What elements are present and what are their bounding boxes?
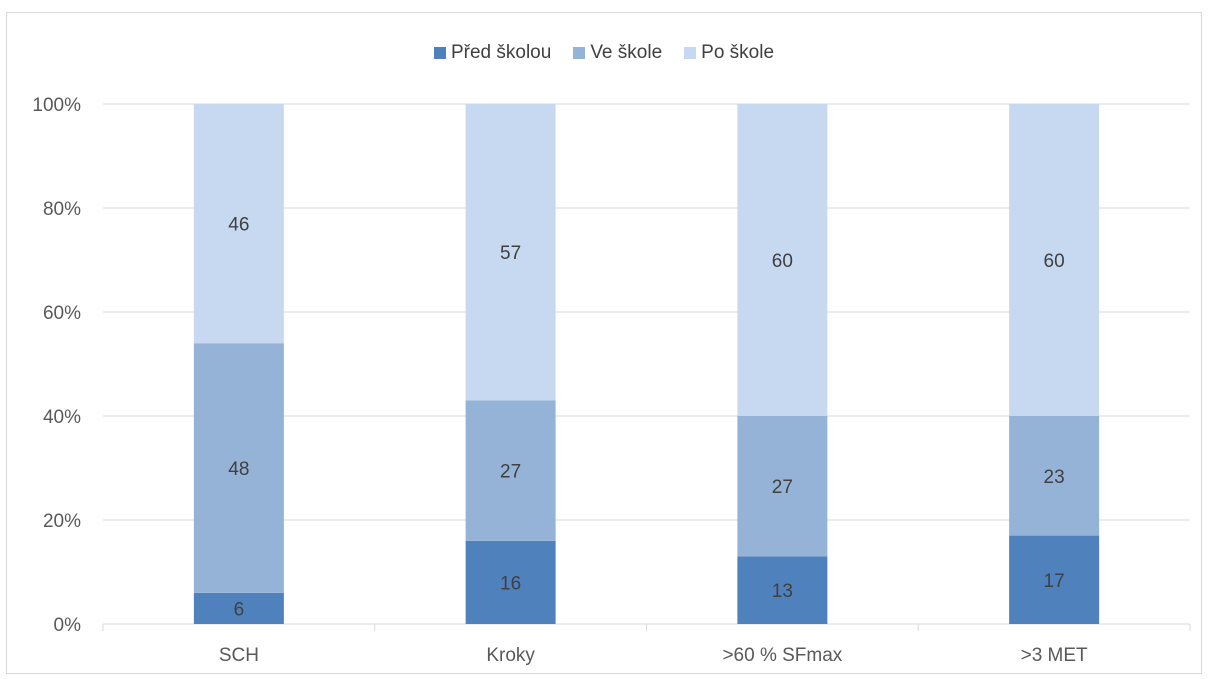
legend-swatch bbox=[573, 47, 586, 59]
data-label: 23 bbox=[1044, 467, 1065, 488]
data-label: 13 bbox=[772, 581, 793, 602]
data-label: 60 bbox=[772, 251, 793, 272]
data-label: 60 bbox=[1044, 251, 1065, 272]
x-tick-label: >60 % SFmax bbox=[722, 645, 842, 666]
bar-segment bbox=[737, 104, 828, 416]
legend-label: Ve škole bbox=[590, 42, 663, 63]
data-label: 27 bbox=[772, 477, 793, 498]
legend-item-po-skole: Po škole bbox=[684, 42, 774, 64]
legend-item-pred-skolou: Před školou bbox=[433, 42, 552, 64]
legend-item-ve-skole: Ve škole bbox=[573, 42, 662, 64]
bar-segment bbox=[465, 400, 556, 541]
data-label: 57 bbox=[500, 243, 521, 264]
y-tick-label: 60% bbox=[43, 303, 81, 324]
x-tick-label: SCH bbox=[219, 645, 259, 666]
bar-segment bbox=[193, 592, 284, 624]
bar-segment bbox=[737, 556, 828, 624]
bar-segment bbox=[193, 343, 284, 593]
bar-segment bbox=[465, 540, 556, 624]
legend-swatch bbox=[433, 47, 446, 59]
y-tick-label: 40% bbox=[43, 407, 81, 428]
legend: Před školou Ve škole Po škole bbox=[0, 42, 1208, 64]
bar-segment bbox=[465, 104, 556, 401]
bar-segment bbox=[1009, 416, 1100, 536]
y-tick-label: 20% bbox=[43, 511, 81, 532]
legend-label: Před školou bbox=[450, 42, 552, 63]
bar-segment bbox=[737, 416, 828, 557]
data-label: 48 bbox=[228, 459, 249, 480]
bar-segment bbox=[1009, 104, 1100, 416]
y-tick-label: 0% bbox=[54, 615, 82, 636]
data-label: 17 bbox=[1044, 571, 1065, 592]
legend-swatch bbox=[684, 47, 697, 59]
data-label: 46 bbox=[228, 215, 249, 236]
x-tick-label: >3 MET bbox=[1021, 645, 1088, 666]
y-tick-label: 80% bbox=[43, 199, 81, 220]
bar-segment bbox=[193, 104, 284, 344]
bar-segment bbox=[1009, 535, 1100, 624]
legend-label: Po škole bbox=[701, 42, 775, 63]
data-label: 6 bbox=[234, 599, 245, 620]
x-tick-label: Kroky bbox=[486, 645, 535, 666]
y-tick-label: 100% bbox=[32, 95, 81, 116]
data-label: 27 bbox=[500, 462, 521, 483]
data-label: 16 bbox=[500, 573, 521, 594]
